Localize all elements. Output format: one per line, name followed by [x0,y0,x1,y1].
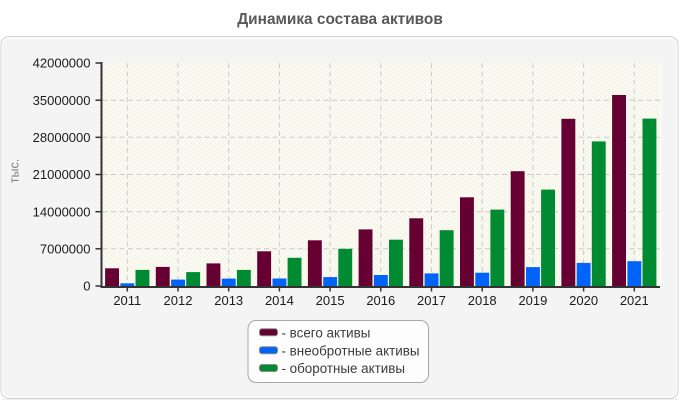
svg-text:2011: 2011 [113,293,141,308]
svg-text:2016: 2016 [366,293,395,308]
svg-text:14000000: 14000000 [33,204,91,219]
svg-text:7000000: 7000000 [40,241,91,256]
svg-text:2012: 2012 [164,293,193,308]
svg-text:- всего активы: - всего активы [282,326,371,341]
svg-text:- оборотные активы: - оборотные активы [282,361,405,376]
svg-text:2017: 2017 [417,293,446,308]
svg-text:35000000: 35000000 [33,93,91,108]
svg-text:2018: 2018 [468,293,497,308]
svg-text:2015: 2015 [316,293,345,308]
svg-text:тыс.: тыс. [8,159,22,183]
svg-text:2014: 2014 [265,293,294,308]
svg-text:42000000: 42000000 [33,56,91,71]
svg-text:2021: 2021 [620,293,649,308]
svg-text:0: 0 [83,279,90,294]
svg-text:21000000: 21000000 [33,167,91,182]
svg-text:2019: 2019 [518,293,547,308]
svg-text:2020: 2020 [569,293,598,308]
svg-text:28000000: 28000000 [33,130,91,145]
svg-text:2013: 2013 [214,293,243,308]
svg-text:Динамика состава активов: Динамика состава активов [237,11,443,28]
svg-text:- внеобротные активы: - внеобротные активы [282,343,420,358]
